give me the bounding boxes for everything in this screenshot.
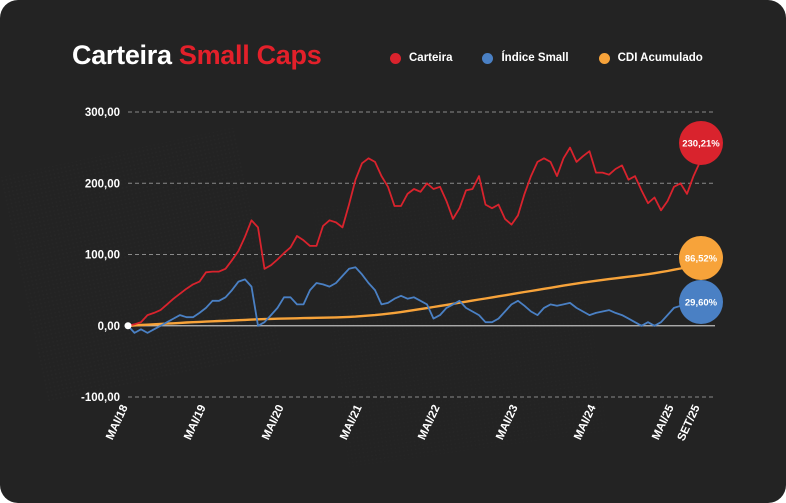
y-tick-label: 100,00 <box>85 250 120 262</box>
x-tick-label: MAI/20 <box>260 403 287 442</box>
legend-label-cdi: CDI Acumulado <box>617 52 703 64</box>
end-badge-carteira-label: 230,21% <box>682 139 720 150</box>
legend-label-indice-small: Índice Small <box>501 52 569 64</box>
y-tick-label: 200,00 <box>85 178 120 190</box>
series-line-indice-small <box>127 266 701 334</box>
x-tick-label: MAI/24 <box>572 403 599 442</box>
x-tick-label: MAI/21 <box>338 403 365 442</box>
legend-item-indice-small: Índice Small <box>482 52 569 64</box>
legend-item-carteira: Carteira <box>390 52 452 64</box>
legend-label-carteira: Carteira <box>409 52 453 64</box>
title-main: Carteira <box>72 40 172 70</box>
legend-marker-cdi <box>598 52 610 64</box>
x-tick-label: MAI/23 <box>494 403 521 442</box>
legend-marker-indice-small <box>482 52 494 64</box>
end-badge-carteira <box>679 121 723 165</box>
x-tick-label: MAI/22 <box>416 403 443 442</box>
end-badge-indice-small <box>679 280 723 324</box>
origin-point <box>124 322 132 330</box>
y-tick-label: 0,00 <box>98 321 120 333</box>
x-tick-label: SET/25 <box>676 403 703 443</box>
y-tick-label: 300,00 <box>85 107 120 119</box>
end-badge-indice-small-label: 29,60% <box>685 298 718 309</box>
legend: Carteira Índice Small CDI Acumulado <box>390 52 703 64</box>
x-tick-label: MAI/25 <box>650 403 677 442</box>
legend-item-cdi: CDI Acumulado <box>598 52 703 64</box>
end-badge-cdi <box>679 236 723 280</box>
series-line-cdi <box>127 262 701 327</box>
series-line-carteira <box>127 146 701 327</box>
title-accent: Small Caps <box>178 40 322 70</box>
end-badge-cdi-label: 86,52% <box>685 254 718 265</box>
x-tick-label: MAI/19 <box>182 403 209 442</box>
x-tick-label: MAI/18 <box>104 403 131 442</box>
y-tick-label: -100,00 <box>81 392 120 404</box>
chart-title: Carteira Small Caps <box>72 40 322 71</box>
legend-marker-carteira <box>390 52 401 64</box>
